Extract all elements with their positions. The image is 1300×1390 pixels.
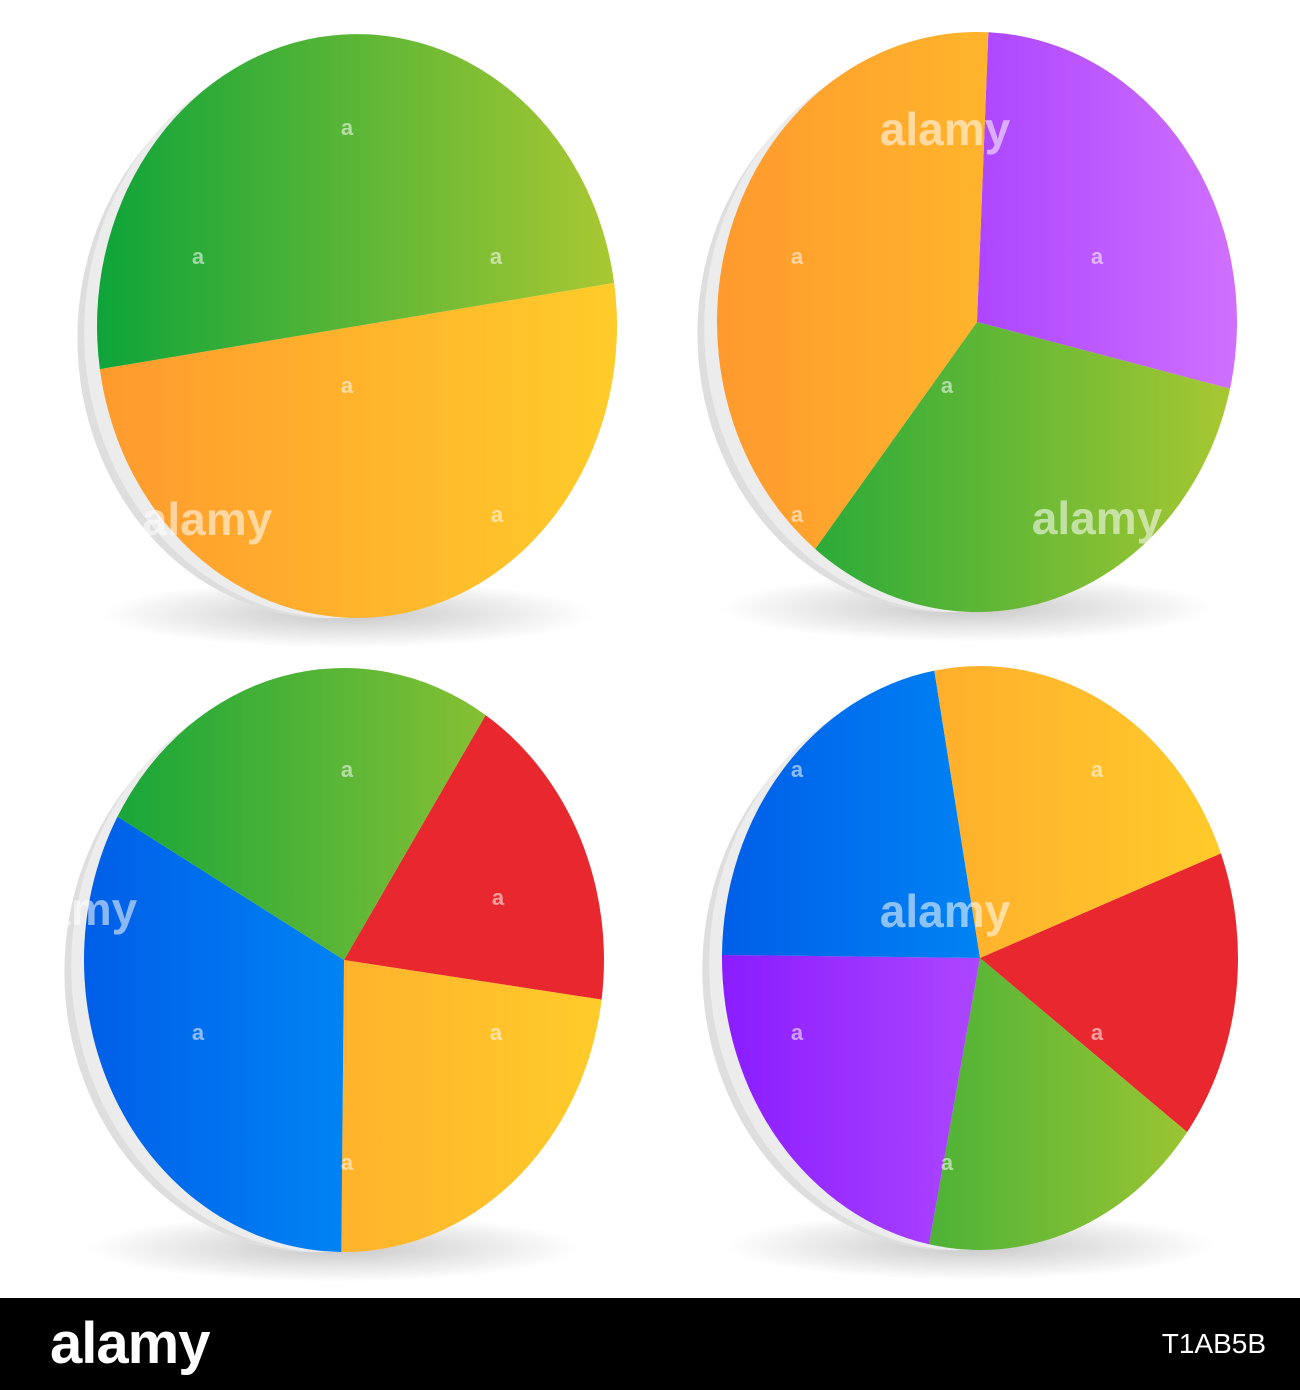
watermark-layer: alamy alamy alamy alamy alamy a a a a a a a a a a a a a a a… bbox=[7, 103, 1163, 1175]
pie-slice bbox=[341, 960, 602, 1252]
watermark-mark: a bbox=[192, 1020, 205, 1045]
watermark-mark: a bbox=[341, 757, 354, 782]
pie-slice bbox=[722, 670, 980, 958]
pie-chart-3 bbox=[64, 668, 604, 1282]
pie-charts-canvas: alamy alamy alamy alamy alamy a a a a a a a a a a a a a a a… bbox=[7, 32, 1238, 1282]
watermark-text: alamy bbox=[880, 103, 1011, 155]
pie-chart-2 bbox=[697, 32, 1237, 642]
watermark-mark: a bbox=[791, 502, 804, 527]
watermark-text: alamy bbox=[142, 493, 273, 545]
watermark-mark: a bbox=[491, 502, 504, 527]
watermark-mark: a bbox=[1091, 757, 1104, 782]
pie-slice bbox=[980, 853, 1238, 1133]
watermark-mark: a bbox=[791, 757, 804, 782]
watermark-text: alamy bbox=[7, 883, 138, 935]
pie-slice bbox=[722, 954, 980, 1245]
pie-slice bbox=[117, 668, 486, 960]
pie-chart-4 bbox=[702, 666, 1238, 1280]
pie-slice bbox=[99, 282, 617, 618]
watermark-text: alamy bbox=[880, 885, 1011, 937]
watermark-text: alamy bbox=[1032, 492, 1163, 544]
watermark-mark: a bbox=[941, 1150, 954, 1175]
footer-logo: alamy bbox=[50, 1311, 210, 1376]
pie-slice bbox=[84, 816, 345, 1252]
watermark-mark: a bbox=[941, 373, 954, 398]
pie-slice bbox=[344, 715, 604, 1000]
pie-slice bbox=[815, 322, 1231, 612]
pie-slice bbox=[716, 32, 989, 549]
pie-slice bbox=[97, 34, 615, 370]
footer-bar: alamy T1AB5B bbox=[0, 1298, 1300, 1390]
watermark-mark: a bbox=[341, 373, 354, 398]
watermark-mark: a bbox=[341, 115, 354, 140]
pie-slice bbox=[929, 958, 1188, 1250]
watermark-mark: a bbox=[341, 1150, 354, 1175]
watermark-mark: a bbox=[791, 1020, 804, 1045]
watermark-mark: a bbox=[490, 1020, 503, 1045]
watermark-mark: a bbox=[490, 244, 503, 269]
watermark-mark: a bbox=[791, 244, 804, 269]
footer-image-id: T1AB5B bbox=[1161, 1328, 1266, 1359]
watermark-mark: a bbox=[1091, 244, 1104, 269]
watermark-mark: a bbox=[1091, 1020, 1104, 1045]
pie-slice bbox=[934, 666, 1221, 958]
watermark-mark: a bbox=[492, 885, 505, 910]
pie-chart-1 bbox=[77, 34, 617, 648]
pie-slice bbox=[977, 32, 1237, 389]
watermark-mark: a bbox=[192, 244, 205, 269]
